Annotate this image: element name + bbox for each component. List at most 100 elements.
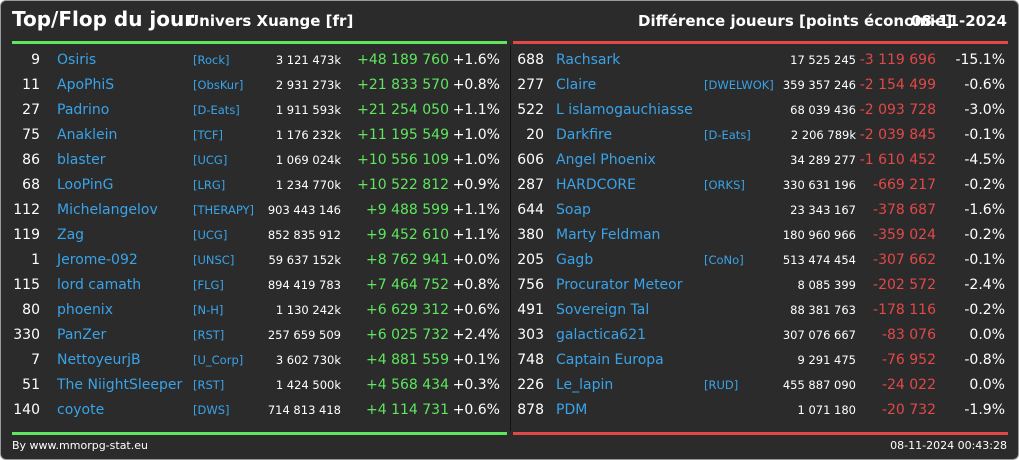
percent-change: -3.0% — [964, 102, 1005, 118]
player-rank: 119 — [13, 227, 40, 243]
player-points: 852 835 912 — [267, 228, 341, 242]
player-alliance[interactable]: [ORKS] — [704, 178, 745, 192]
player-name[interactable]: LooPinG — [57, 177, 114, 193]
top-row: 119 Zag [UCG] 852 835 912 +9 452 610 +1.1% — [1, 223, 510, 248]
point-difference: -2 039 845 — [859, 127, 936, 143]
player-points: 2 206 789k — [790, 128, 856, 142]
player-rank: 688 — [517, 52, 544, 68]
player-alliance[interactable]: [UCG] — [193, 228, 228, 242]
player-alliance[interactable]: [TCF] — [193, 128, 223, 142]
player-name[interactable]: Anaklein — [57, 127, 118, 143]
player-points: 9 291 475 — [797, 353, 856, 367]
player-name[interactable]: Zag — [57, 227, 85, 243]
player-alliance[interactable]: [LRG] — [193, 178, 226, 192]
player-name[interactable]: Angel Phoenix — [556, 152, 656, 168]
header-date: 08-11-2024 — [911, 12, 1007, 30]
player-name[interactable]: PanZer — [57, 327, 107, 343]
player-points: 307 076 667 — [782, 328, 856, 342]
player-name[interactable]: Gagb — [556, 252, 594, 268]
percent-change: -2.4% — [964, 277, 1005, 293]
top-divider — [12, 41, 507, 44]
player-name[interactable]: blaster — [57, 152, 106, 168]
flop-footer-divider — [513, 432, 1008, 435]
flop-row: 226 Le_lapin [RUD] 455 887 090 -24 022 0.0% — [511, 373, 1018, 398]
player-alliance[interactable]: [N-H] — [193, 303, 224, 317]
player-name[interactable]: Captain Europa — [556, 352, 664, 368]
percent-change: +0.6% — [452, 402, 500, 418]
player-alliance[interactable]: [ObsKur] — [193, 78, 244, 92]
player-points: 23 343 167 — [790, 203, 856, 217]
percent-change: +0.8% — [452, 277, 500, 293]
player-alliance[interactable]: [RUD] — [704, 378, 739, 392]
top-footer-divider — [12, 432, 507, 435]
point-difference: +48 189 760 — [357, 52, 449, 68]
percent-change: -0.2% — [964, 177, 1005, 193]
player-name[interactable]: coyote — [57, 402, 105, 418]
player-name[interactable]: Sovereign Tal — [556, 302, 650, 318]
player-name[interactable]: HARDCORE — [556, 177, 636, 193]
top-row: 27 Padrino [D-Eats] 1 911 593k +21 254 050 +1… — [1, 98, 510, 123]
player-rank: 205 — [517, 252, 544, 268]
player-points: 359 357 246 — [782, 78, 856, 92]
footer-credit[interactable]: By www.mmorpg-stat.eu — [12, 439, 148, 452]
player-name[interactable]: galactica621 — [556, 327, 647, 343]
player-rank: 9 — [31, 52, 40, 68]
point-difference: +21 833 570 — [357, 77, 449, 93]
player-rank: 878 — [517, 402, 544, 418]
point-difference: -20 732 — [881, 402, 936, 418]
player-name[interactable]: lord camath — [57, 277, 142, 293]
player-name[interactable]: Rachsark — [556, 52, 621, 68]
player-name[interactable]: Soap — [556, 202, 591, 218]
player-name[interactable]: Jerome-092 — [57, 252, 138, 268]
player-name[interactable]: Padrino — [57, 102, 110, 118]
player-alliance[interactable]: [THERAPY] — [193, 203, 255, 217]
player-name[interactable]: L islamogauchiasse — [556, 102, 693, 118]
player-alliance[interactable]: [RST] — [193, 328, 225, 342]
top-row: 1 Jerome-092 [UNSC] 59 637 152k +8 762 941 +0… — [1, 248, 510, 273]
player-name[interactable]: Claire — [556, 77, 597, 93]
top-row: 140 coyote [DWS] 714 813 418 +4 114 731 +0.6% — [1, 398, 510, 423]
percent-change: +1.1% — [452, 102, 500, 118]
top-row: 75 Anaklein [TCF] 1 176 232k +11 195 549 +1.0… — [1, 123, 510, 148]
player-alliance[interactable]: [CoNo] — [704, 253, 744, 267]
player-points: 17 525 245 — [790, 53, 856, 67]
point-difference: +6 025 732 — [366, 327, 449, 343]
player-alliance[interactable]: [D-Eats] — [193, 103, 240, 117]
player-points: 257 659 509 — [267, 328, 341, 342]
player-rank: 20 — [526, 127, 544, 143]
player-rank: 491 — [517, 302, 544, 318]
player-points: 1 069 024k — [275, 153, 341, 167]
player-alliance[interactable]: [DWS] — [193, 403, 230, 417]
player-alliance[interactable]: [UNSC] — [193, 253, 235, 267]
player-name[interactable]: Le_lapin — [556, 377, 614, 393]
player-points: 894 419 783 — [267, 278, 341, 292]
player-points: 714 813 418 — [267, 403, 341, 417]
player-alliance[interactable]: [Rock] — [193, 53, 230, 67]
player-name[interactable]: Michelangelov — [57, 202, 158, 218]
point-difference: -202 572 — [873, 277, 936, 293]
player-name[interactable]: The NiightSleeper — [57, 377, 183, 393]
player-alliance[interactable]: [RST] — [193, 378, 225, 392]
player-alliance[interactable]: [U_Corp] — [193, 353, 244, 367]
player-name[interactable]: NettoyeurjB — [57, 352, 141, 368]
player-name[interactable]: Darkfire — [556, 127, 613, 143]
player-name[interactable]: PDM — [556, 402, 588, 418]
player-name[interactable]: Marty Feldman — [556, 227, 661, 243]
point-difference: +21 254 050 — [357, 102, 449, 118]
percent-change: 0.0% — [969, 327, 1005, 343]
top-row: 112 Michelangelov [THERAPY] 903 443 146 +9 4… — [1, 198, 510, 223]
player-alliance[interactable]: [UCG] — [193, 153, 228, 167]
player-name[interactable]: phoenix — [57, 302, 113, 318]
player-alliance[interactable]: [D-Eats] — [704, 128, 751, 142]
player-rank: 644 — [517, 202, 544, 218]
player-alliance[interactable]: [FLG] — [193, 278, 224, 292]
player-name[interactable]: Procurator Meteor — [556, 277, 683, 293]
player-name[interactable]: Osiris — [57, 52, 97, 68]
percent-change: -0.8% — [964, 352, 1005, 368]
point-difference: -307 662 — [873, 252, 936, 268]
point-difference: -76 952 — [881, 352, 936, 368]
player-name[interactable]: ApoPhiS — [57, 77, 115, 93]
top-row: 9 Osiris [Rock] 3 121 473k +48 189 760 +1.6% — [1, 48, 510, 73]
player-rank: 303 — [517, 327, 544, 343]
player-alliance[interactable]: [DWELWOK] — [704, 78, 774, 92]
